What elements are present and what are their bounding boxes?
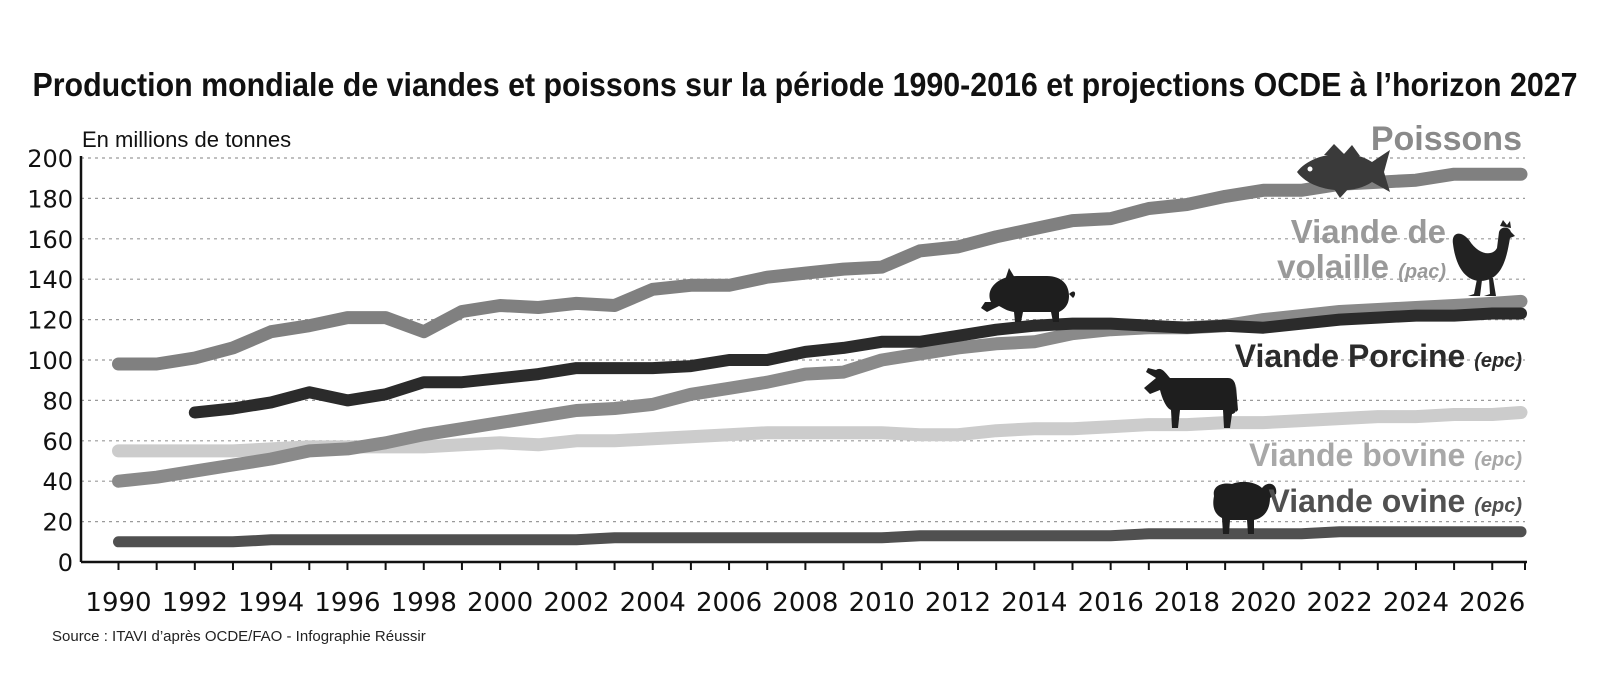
label-porcine: Viande Porcine (epc) xyxy=(1235,338,1523,374)
x-tick-label: 2008 xyxy=(772,588,838,618)
x-tick-label: 1990 xyxy=(85,588,151,618)
y-tick-label: 100 xyxy=(27,347,73,375)
x-tick-label: 1996 xyxy=(314,588,380,618)
label-volaille-unit: (pac) xyxy=(1398,261,1446,283)
x-tick-label: 2000 xyxy=(467,588,533,618)
x-tick-label: 2024 xyxy=(1383,588,1449,618)
x-tick-label: 2022 xyxy=(1307,588,1373,618)
chart-title: Production mondiale de viandes et poisso… xyxy=(33,66,1578,103)
series-line-poissons xyxy=(112,167,1528,371)
x-tick-label: 1998 xyxy=(391,588,457,618)
series-line-viande-de-volaille xyxy=(112,294,1528,488)
label-bovine: Viande bovine (epc) xyxy=(1249,437,1522,473)
y-tick-label: 180 xyxy=(27,185,73,213)
x-tick-label: 1994 xyxy=(238,588,304,618)
sheep-icon xyxy=(1213,481,1277,534)
y-axis-label: En millions de tonnes xyxy=(82,127,291,152)
x-tick-label: 2012 xyxy=(925,588,991,618)
y-tick-label: 60 xyxy=(42,428,73,456)
x-tick-label: 2004 xyxy=(620,588,686,618)
chicken-icon xyxy=(1452,220,1515,296)
cow-icon xyxy=(1144,368,1238,428)
y-tick-label: 140 xyxy=(27,266,73,294)
series-lines xyxy=(112,167,1528,548)
label-volaille: Viande de xyxy=(1291,213,1446,250)
x-axis: 1990 1992 1994 1996 1998 2000 2002 2004 2006 2008… xyxy=(81,560,1527,618)
series-line-viande-ovine xyxy=(113,526,1527,548)
series-line-viande-porcine xyxy=(188,307,1527,419)
label-ovine-name: Viande ovine xyxy=(1269,483,1466,519)
x-tick-label: 1992 xyxy=(162,588,228,618)
y-axis: 0 20 40 60 80 100 120 140 160 180 200 xyxy=(27,145,83,577)
x-tick-label: 2018 xyxy=(1154,588,1220,618)
fish-icon xyxy=(1297,144,1390,198)
x-tick-label: 2016 xyxy=(1078,588,1144,618)
x-tick-label: 2020 xyxy=(1230,588,1296,618)
y-tick-label: 20 xyxy=(42,509,73,537)
y-tick-label: 120 xyxy=(27,307,73,335)
label-volaille-2: volaille (pac) xyxy=(1277,248,1446,285)
x-tick-label: 2002 xyxy=(543,588,609,618)
y-tick-label: 160 xyxy=(27,226,73,254)
label-ovine: Viande ovine (epc) xyxy=(1269,483,1523,519)
label-bovine-name: Viande bovine xyxy=(1249,437,1465,473)
label-porcine-unit: (epc) xyxy=(1474,350,1522,372)
pig-icon xyxy=(981,268,1076,322)
label-poissons: Poissons xyxy=(1371,120,1522,158)
y-tick-label: 80 xyxy=(42,387,73,415)
label-porcine-name: Viande Porcine xyxy=(1235,338,1466,374)
source-note: Source : ITAVI d’après OCDE/FAO - Infogr… xyxy=(52,628,426,645)
y-tick-label: 0 xyxy=(58,549,73,577)
x-tick-label: 2010 xyxy=(849,588,915,618)
y-tick-label: 200 xyxy=(27,145,73,173)
label-ovine-unit: (epc) xyxy=(1474,495,1522,517)
x-tick-label: 2026 xyxy=(1459,588,1525,618)
label-bovine-unit: (epc) xyxy=(1474,449,1522,471)
x-tick-label: 2006 xyxy=(696,588,762,618)
x-tick-label: 2014 xyxy=(1001,588,1067,618)
y-tick-label: 40 xyxy=(42,468,73,496)
